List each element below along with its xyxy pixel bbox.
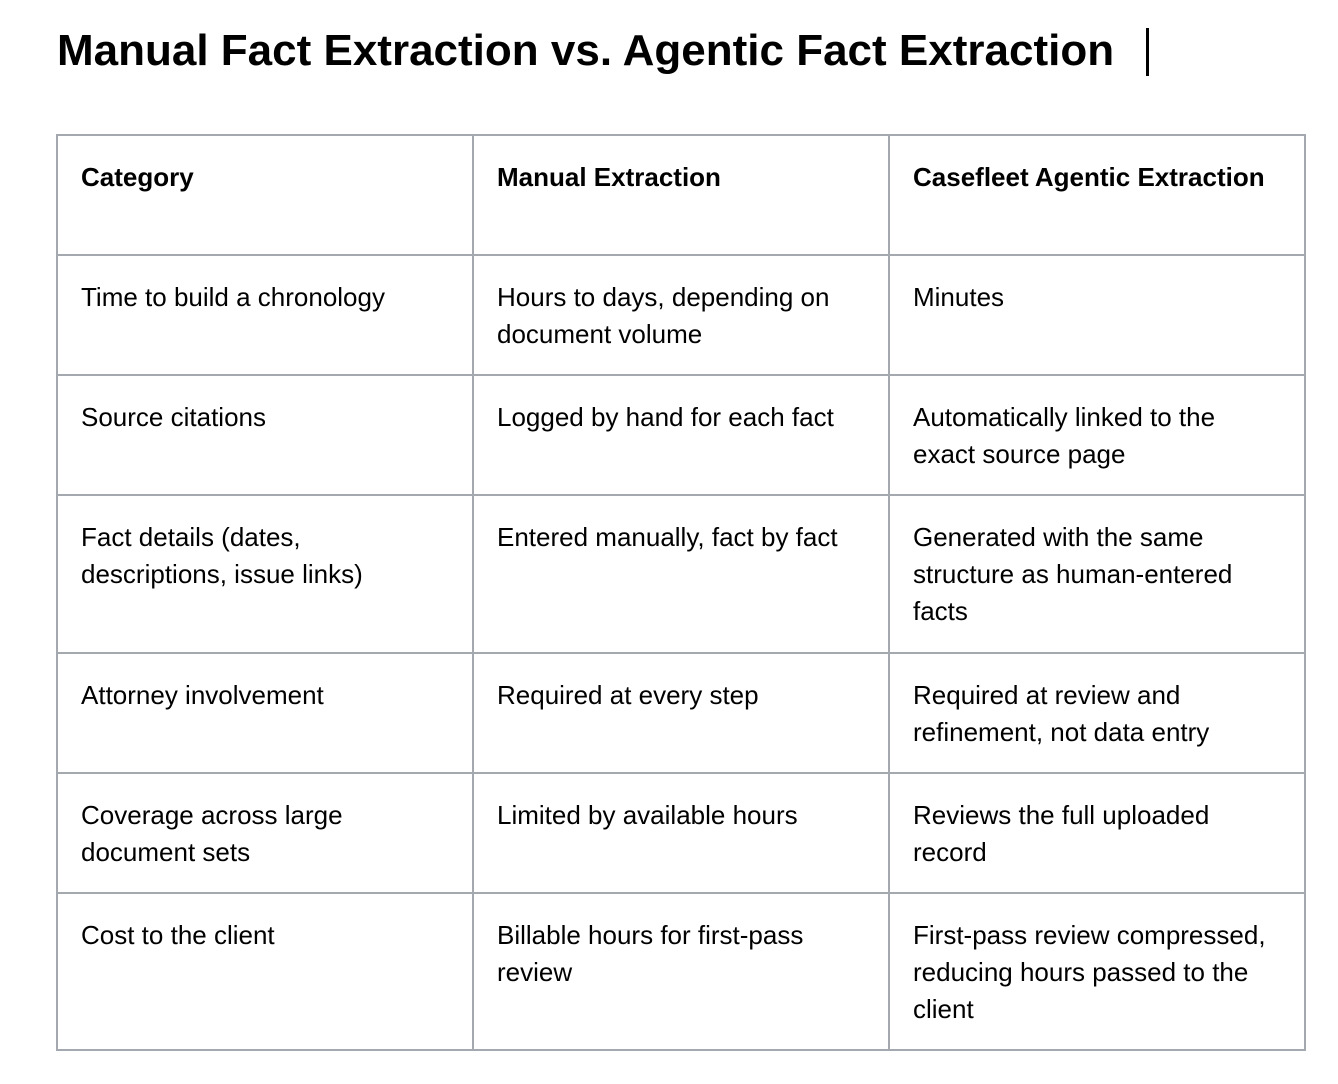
page-title: Manual Fact Extraction vs. Agentic Fact … [57, 26, 1115, 75]
table-cell: Required at review and refinement, not d… [888, 652, 1306, 774]
table-cell: First-pass review compressed, reducing h… [888, 892, 1306, 1051]
header-cell: Manual Extraction [472, 134, 890, 256]
table-cell: Cost to the client [56, 892, 474, 1051]
table-cell: Minutes [888, 254, 1306, 376]
table-row: Fact details (dates, descriptions, issue… [56, 494, 1306, 654]
table-cell: Automatically linked to the exact source… [888, 374, 1306, 496]
comparison-table: Category Manual Extraction Casefleet Agent… [56, 134, 1306, 1051]
table-row: Coverage across large document sets Limit… [56, 772, 1306, 894]
table-cell: Generated with the same structure as hum… [888, 494, 1306, 654]
table-cell: Hours to days, depending on document vol… [472, 254, 890, 376]
table-row: Cost to the client Billable hours for fir… [56, 892, 1306, 1051]
table-header: Category Manual Extraction Casefleet Agent… [56, 134, 1306, 256]
table-cell: Entered manually, fact by fact [472, 494, 890, 654]
table-row: Source citations Logged by hand for each … [56, 374, 1306, 496]
table-cell: Source citations [56, 374, 474, 496]
header-cell: Casefleet Agentic Extraction [888, 134, 1306, 256]
header-cell: Category [56, 134, 474, 256]
table-cell: Required at every step [472, 652, 890, 774]
table-cell: Fact details (dates, descriptions, issue… [56, 494, 474, 654]
header-row: Category Manual Extraction Casefleet Agent… [56, 134, 1306, 256]
table-cell: Billable hours for first-pass review [472, 892, 890, 1051]
table-row: Time to build a chronology Hours to days,… [56, 254, 1306, 376]
table-cell: Reviews the full uploaded record [888, 772, 1306, 894]
table-cell: Limited by available hours [472, 772, 890, 894]
table-cell: Logged by hand for each fact [472, 374, 890, 496]
table-cell: Coverage across large document sets [56, 772, 474, 894]
table-cell: Time to build a chronology [56, 254, 474, 376]
table-body: Time to build a chronology Hours to days,… [56, 254, 1306, 1051]
table-row: Attorney involvement Required at every st… [56, 652, 1306, 774]
table-cell: Attorney involvement [56, 652, 474, 774]
text-cursor [1146, 28, 1149, 76]
